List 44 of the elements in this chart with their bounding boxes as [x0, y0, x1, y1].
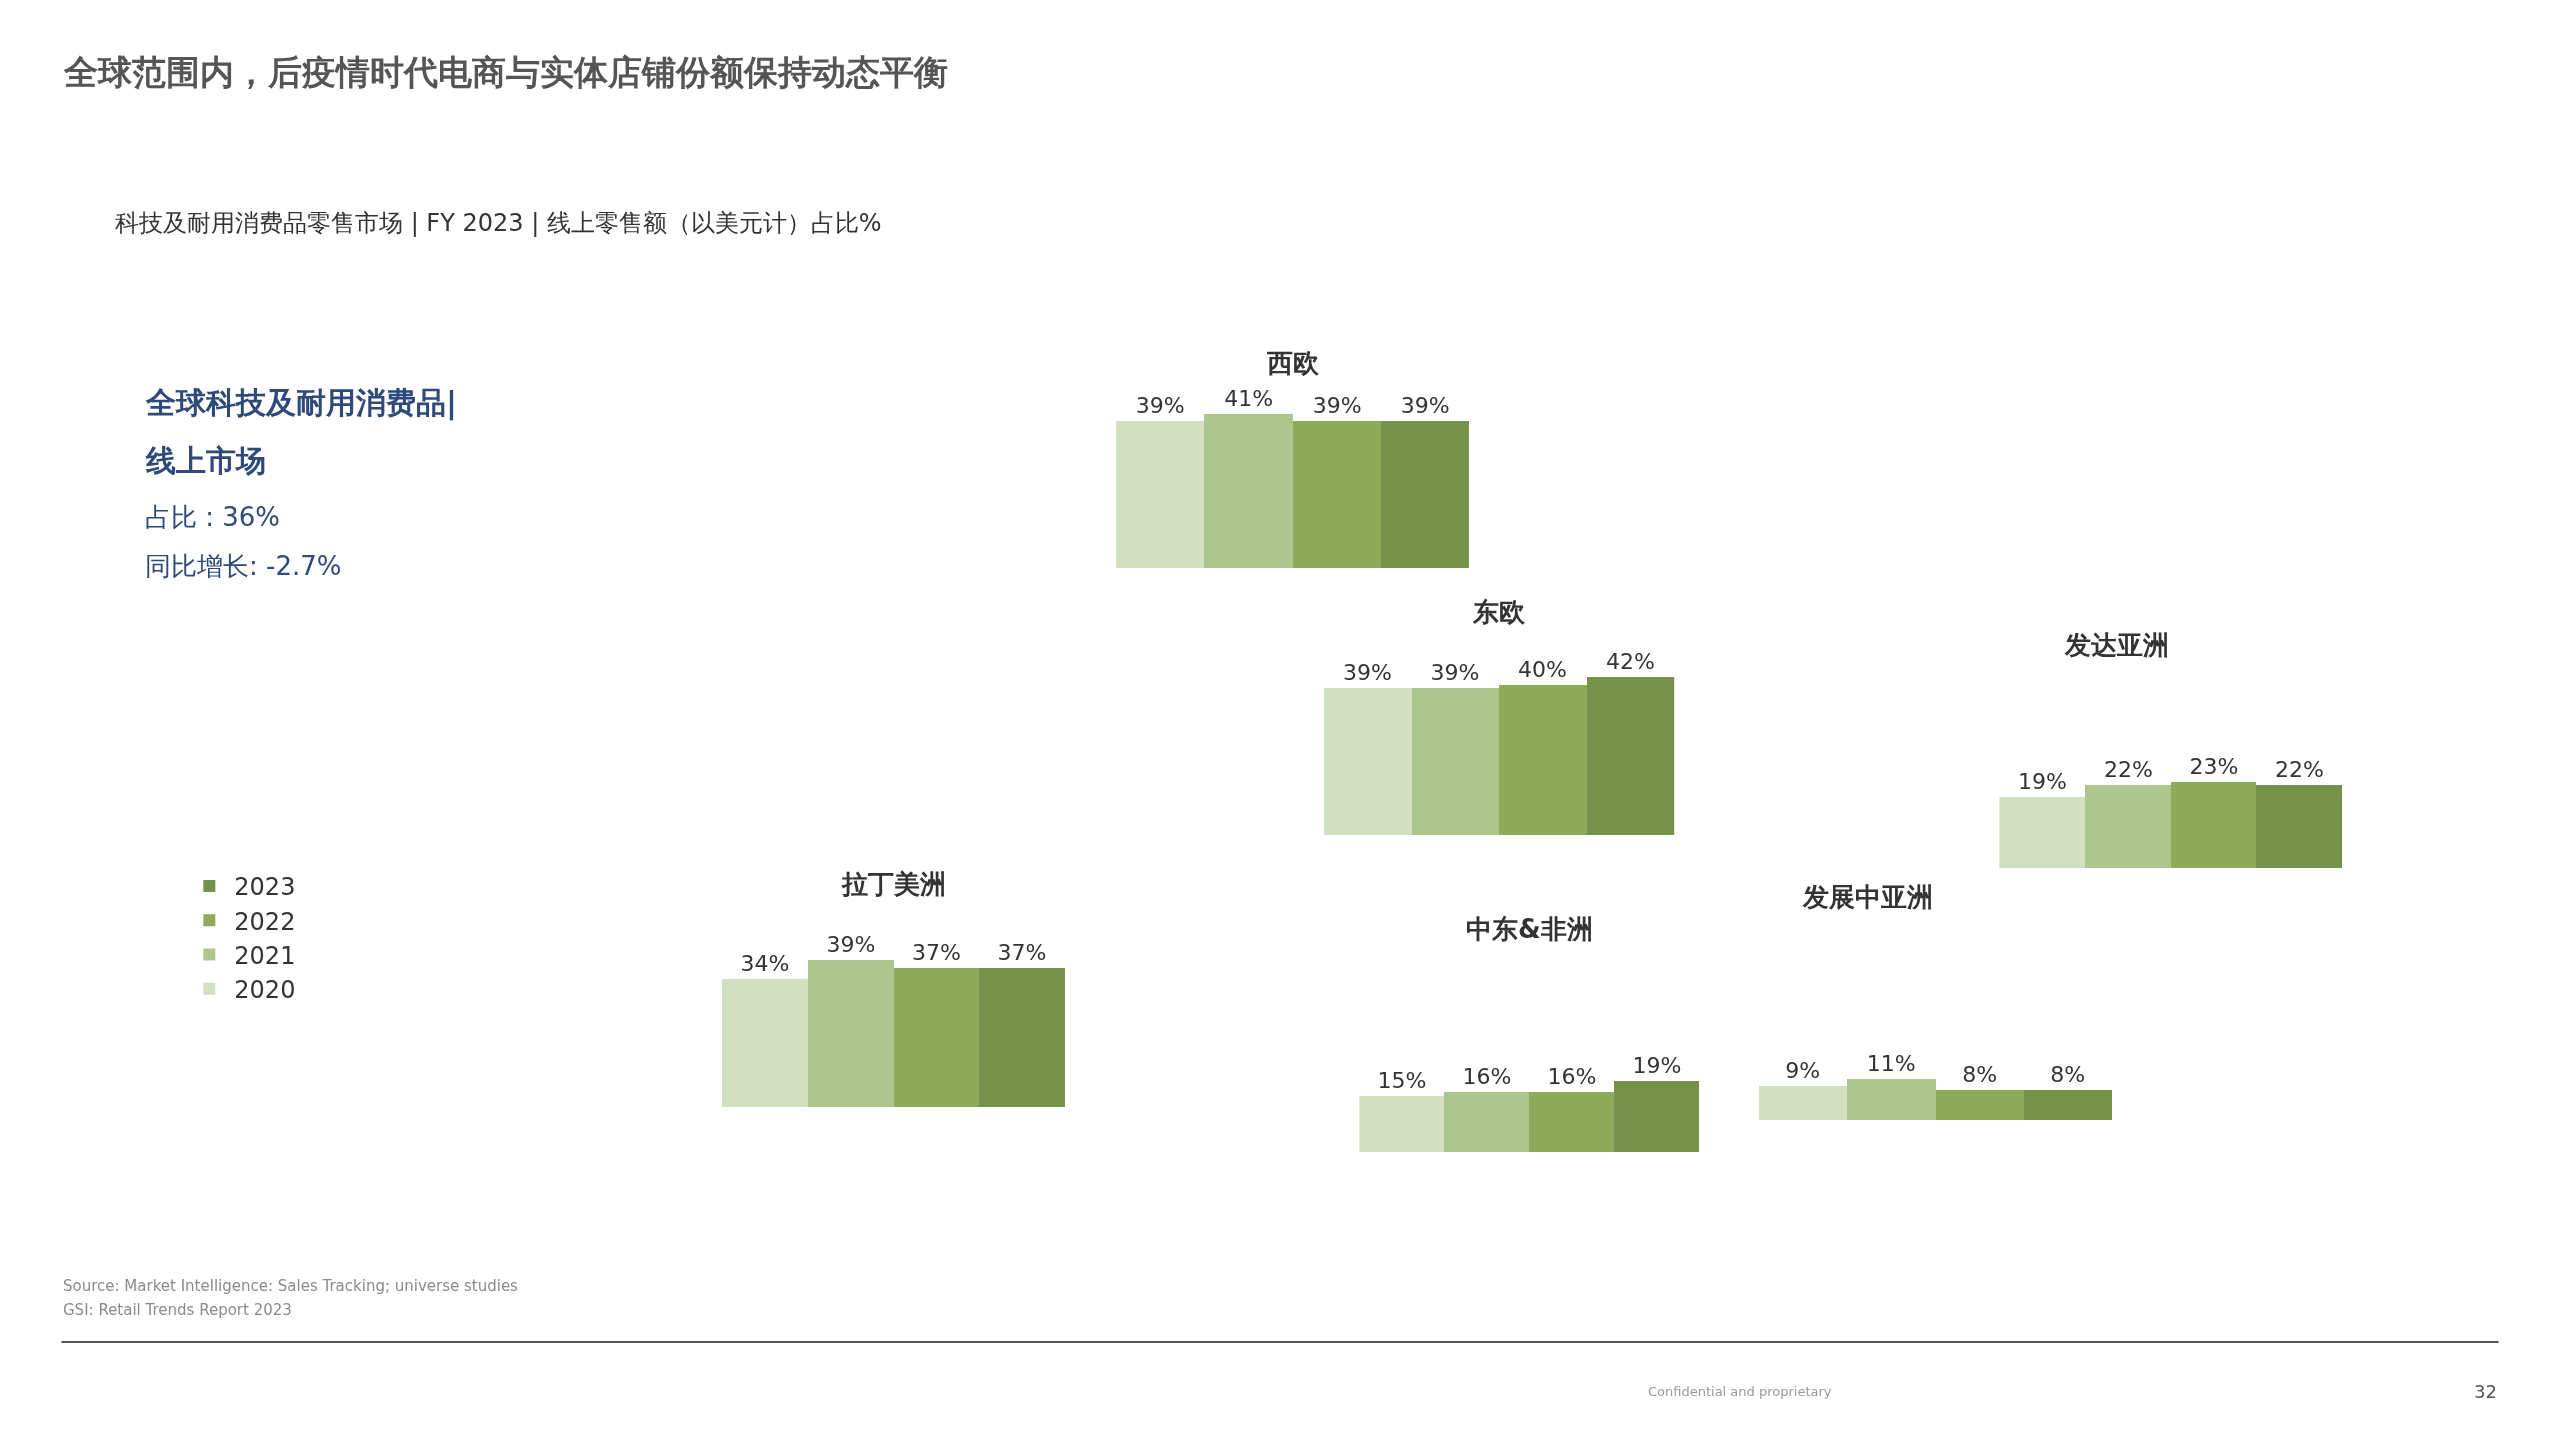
data-label: 39%: [1430, 659, 1480, 685]
data-label: 42%: [1606, 648, 1655, 674]
legend-label: 2022: [234, 907, 296, 936]
chart-title: 发展中亚洲: [1802, 882, 1933, 912]
data-label: 19%: [1632, 1052, 1682, 1078]
data-label: 41%: [1224, 386, 1274, 412]
data-label: 37%: [911, 939, 961, 965]
text: GSI: Retail Trends Report 2023: [63, 1301, 292, 1319]
data-label: 15%: [1377, 1067, 1427, 1093]
text: 同比增长: -2.7%: [145, 551, 342, 581]
text: 全球科技及耐用消费品|: [145, 385, 457, 421]
data-label: 39%: [1312, 393, 1362, 419]
data-label: 39%: [1343, 659, 1392, 685]
data-label: 39%: [826, 931, 876, 957]
chart-title: 发达亚洲: [2064, 630, 2169, 660]
data-label: 16%: [1462, 1063, 1512, 1089]
data-label: 19%: [2017, 768, 2067, 794]
data-label: 8%: [2050, 1061, 2086, 1087]
text: 占比 : 36%: [145, 502, 281, 532]
data-label: 37%: [997, 939, 1047, 965]
source-note: Source: Market Intelligence: Sales Tracking; universe studies: [63, 1277, 519, 1295]
chart-title: 西欧: [1266, 348, 1320, 378]
text: 全球范围内，后疫情时代电商与实体店铺份额保持动态平衡: [63, 52, 948, 92]
legend-label: 2023: [234, 873, 296, 902]
data-label: 39%: [1400, 393, 1450, 419]
data-label: 40%: [1518, 656, 1567, 682]
data-label: 39%: [1135, 393, 1185, 419]
data-label: 8%: [1962, 1061, 1998, 1087]
text: 科技及耐用消费品零售市场 | FY 2023 | 线上零售额（以美元计）占比%: [115, 209, 882, 237]
data-label: 23%: [2189, 753, 2239, 779]
text: Confidential and proprietary: [1648, 1384, 1832, 1399]
data-label: 34%: [740, 950, 790, 976]
data-label: 11%: [1866, 1050, 1916, 1076]
legend-label: 2021: [234, 941, 296, 970]
chart-title: 拉丁美洲: [841, 869, 946, 899]
text: 32: [2474, 1381, 2497, 1402]
data-label: 16%: [1547, 1063, 1597, 1089]
data-label: 22%: [2274, 756, 2324, 782]
text: 线上市场: [145, 443, 266, 478]
data-label: 9%: [1785, 1057, 1821, 1083]
chart-title: 东欧: [1472, 597, 1526, 627]
chart-title: 中东&非洲: [1466, 914, 1593, 944]
legend-label: 2020: [234, 976, 296, 1005]
data-label: 22%: [2103, 756, 2153, 782]
